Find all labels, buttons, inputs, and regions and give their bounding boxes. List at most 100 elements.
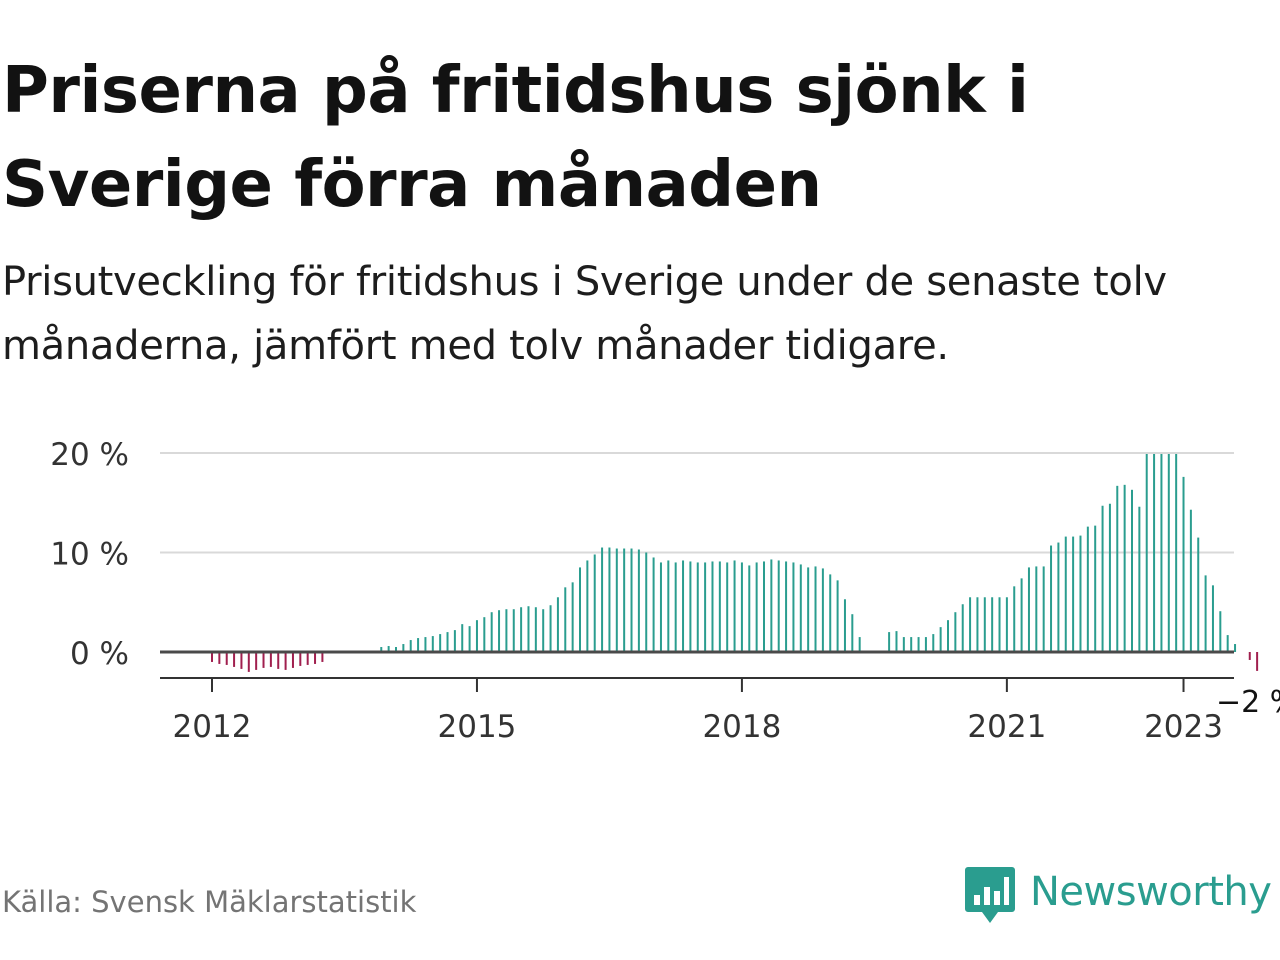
bar	[218, 652, 221, 664]
bar	[505, 609, 508, 652]
bar	[733, 560, 736, 652]
bar	[211, 652, 213, 662]
bar	[991, 597, 994, 652]
bar	[527, 606, 530, 652]
bar	[785, 561, 788, 652]
bar	[1035, 566, 1038, 652]
bar	[593, 554, 596, 652]
bar	[829, 574, 832, 652]
bar	[483, 617, 486, 652]
bar	[696, 562, 699, 652]
bar	[1234, 644, 1237, 652]
bar	[586, 560, 589, 652]
bar	[1013, 586, 1016, 652]
bar	[1204, 575, 1207, 652]
brand[interactable]: Newsworthy	[964, 864, 1272, 926]
bar	[277, 652, 280, 669]
bar	[983, 597, 986, 652]
bar	[1219, 611, 1222, 652]
bar	[615, 548, 618, 652]
bar	[902, 637, 905, 652]
bar	[1160, 454, 1163, 652]
bar	[718, 561, 721, 652]
bar	[637, 549, 640, 652]
bar	[969, 597, 972, 652]
bar	[1094, 525, 1097, 652]
bar	[291, 652, 294, 668]
y-axis-labels: 0 % 10 % 20 %	[50, 437, 129, 672]
bar	[299, 652, 302, 666]
bar	[579, 567, 581, 652]
bar	[520, 607, 523, 652]
bars	[211, 454, 1259, 672]
bar	[1050, 545, 1053, 652]
brand-name: Newsworthy	[1030, 869, 1272, 915]
bar	[556, 597, 559, 652]
bar	[1079, 535, 1082, 652]
bar	[255, 652, 258, 670]
bar	[645, 552, 648, 652]
bar	[1138, 506, 1141, 652]
bar	[1005, 597, 1008, 652]
bar	[387, 646, 390, 652]
bar	[1197, 537, 1200, 652]
bar	[763, 561, 765, 652]
bar	[924, 637, 927, 652]
bar	[858, 637, 861, 652]
bar	[1086, 526, 1089, 652]
bar	[475, 620, 478, 652]
bar	[240, 652, 243, 669]
bar	[755, 562, 758, 652]
bar	[836, 580, 839, 652]
x-tick-label: 2023	[1144, 709, 1223, 745]
bar	[799, 564, 802, 652]
bar	[247, 652, 250, 672]
bar	[1182, 476, 1185, 652]
bar	[446, 632, 449, 652]
bar	[453, 630, 456, 652]
bar	[402, 644, 405, 652]
chart-title: Priserna på fritidshus sjönk i Sverige f…	[2, 54, 1029, 222]
bar	[843, 599, 846, 652]
bar	[424, 637, 427, 652]
bar	[461, 624, 464, 652]
bar	[947, 620, 949, 652]
y-tick-label: 0 %	[70, 636, 129, 672]
bar	[284, 652, 287, 670]
y-tick-label: 20 %	[50, 437, 129, 473]
bar	[549, 605, 552, 653]
bar	[704, 562, 707, 652]
bar	[1175, 454, 1178, 652]
bar	[1226, 635, 1229, 652]
bar	[542, 609, 545, 652]
bar	[233, 652, 236, 667]
bar	[1123, 484, 1126, 652]
bar	[512, 609, 515, 652]
grid-lines	[160, 452, 1234, 554]
bar	[807, 567, 810, 652]
bar	[1064, 536, 1067, 652]
bar	[932, 634, 935, 652]
x-axis-labels: 2012 2015 2018 2021 2023	[173, 678, 1223, 745]
bar	[1042, 566, 1045, 652]
x-axis	[160, 650, 1234, 679]
bar	[321, 652, 324, 662]
bar	[630, 548, 633, 652]
bar	[976, 597, 979, 652]
bar	[571, 582, 574, 652]
bar	[910, 637, 913, 652]
bar	[439, 634, 442, 652]
bar	[534, 607, 537, 652]
bar	[770, 559, 773, 652]
bar	[792, 562, 795, 652]
bar	[682, 560, 685, 652]
bar	[409, 640, 412, 652]
bar	[659, 562, 662, 652]
bar	[1057, 542, 1060, 652]
bar	[1248, 652, 1251, 660]
bar	[1153, 454, 1156, 652]
x-tick-label: 2015	[438, 709, 517, 745]
bar	[608, 547, 611, 652]
last-value-label: −2 %	[1216, 685, 1280, 720]
bar	[895, 631, 898, 652]
